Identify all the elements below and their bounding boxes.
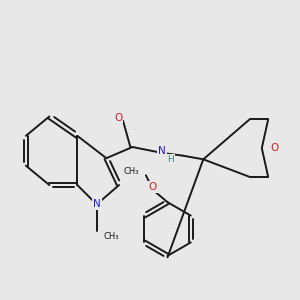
Text: O: O — [270, 143, 278, 153]
Text: CH₃: CH₃ — [103, 232, 119, 241]
Text: CH₃: CH₃ — [124, 167, 139, 176]
Text: N: N — [158, 146, 166, 157]
Text: O: O — [148, 182, 157, 192]
Text: H: H — [167, 155, 174, 164]
Text: O: O — [114, 113, 122, 123]
Text: N: N — [93, 200, 101, 209]
